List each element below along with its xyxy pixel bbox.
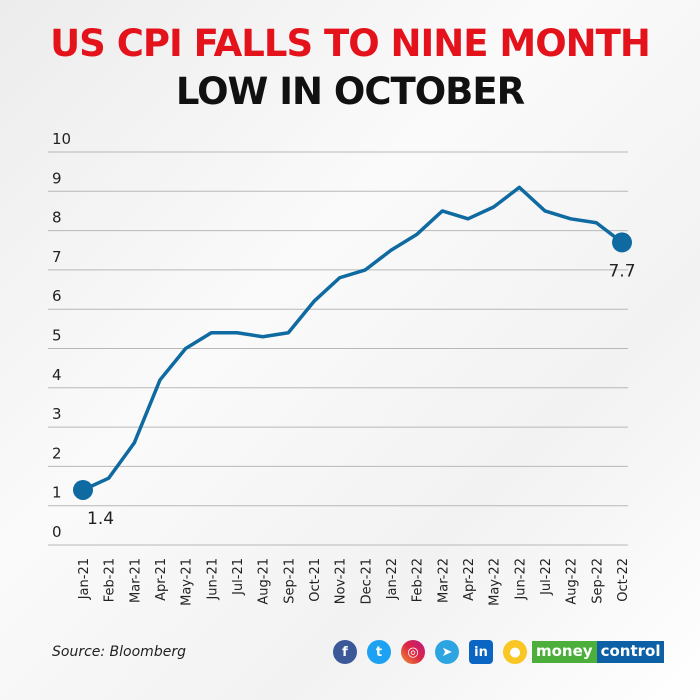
x-tick-label: Jan-21 — [77, 558, 92, 600]
x-tick-label: Jun-22 — [513, 558, 528, 601]
x-tick-label: Nov-21 — [334, 558, 349, 604]
chart-title-line2: LOW IN OCTOBER — [175, 70, 525, 113]
moneycontrol-logo: money control — [532, 641, 665, 663]
x-tick-label: Feb-21 — [103, 558, 118, 602]
x-tick-label: Jul-22 — [539, 558, 554, 596]
linkedin-icon[interactable]: in — [469, 640, 493, 664]
x-tick-label: Feb-22 — [411, 558, 426, 602]
y-tick-label: 3 — [52, 405, 62, 423]
y-tick-label: 10 — [52, 130, 71, 148]
x-tick-label: Oct-22 — [616, 558, 631, 602]
logo-part2: control — [596, 641, 665, 663]
x-tick-label: Apr-21 — [154, 558, 169, 601]
highlight-marker — [73, 479, 93, 500]
x-tick-label: Dec-21 — [359, 558, 374, 604]
instagram-icon[interactable]: ◎ — [401, 640, 425, 664]
x-tick-label: Aug-21 — [257, 558, 272, 605]
x-tick-label: Mar-21 — [128, 558, 143, 603]
x-tick-label: Jun-21 — [205, 558, 220, 601]
social-icons: f t ◎ ➤ in ● — [333, 640, 527, 664]
cpi-series-line — [82, 185, 624, 492]
x-tick-label: Jan-22 — [385, 558, 400, 600]
x-tick-label: Oct-21 — [308, 558, 323, 602]
y-tick-label: 4 — [52, 366, 62, 384]
data-label: 1.4 — [87, 509, 114, 529]
twitter-icon[interactable]: t — [367, 640, 391, 664]
y-tick-label: 0 — [52, 523, 62, 541]
y-tick-label: 2 — [52, 444, 62, 462]
x-tick-label: Jul-21 — [231, 558, 246, 596]
y-tick-label: 5 — [52, 327, 62, 345]
chart-title-line1: US CPI FALLS TO NINE MONTH — [50, 22, 651, 65]
y-tick-label: 9 — [52, 169, 62, 187]
y-tick-label: 8 — [52, 209, 62, 227]
koo-icon[interactable]: ● — [503, 640, 527, 664]
telegram-icon[interactable]: ➤ — [435, 640, 459, 664]
y-tick-label: 6 — [52, 287, 62, 305]
x-tick-label: May-21 — [180, 558, 195, 606]
data-label: 7.7 — [608, 261, 635, 281]
y-tick-label: 1 — [52, 484, 62, 502]
facebook-icon[interactable]: f — [333, 640, 357, 664]
x-tick-label: Sep-22 — [590, 558, 605, 604]
highlight-marker — [612, 232, 632, 253]
x-tick-label: Aug-22 — [565, 558, 580, 605]
x-tick-label: Sep-21 — [282, 558, 297, 604]
x-tick-label: Apr-22 — [462, 558, 477, 601]
x-tick-label: May-22 — [488, 558, 503, 606]
logo-part1: money — [532, 641, 597, 663]
x-tick-label: Mar-22 — [436, 558, 451, 603]
source-note: Source: Bloomberg — [52, 644, 186, 660]
y-tick-label: 7 — [52, 248, 62, 266]
